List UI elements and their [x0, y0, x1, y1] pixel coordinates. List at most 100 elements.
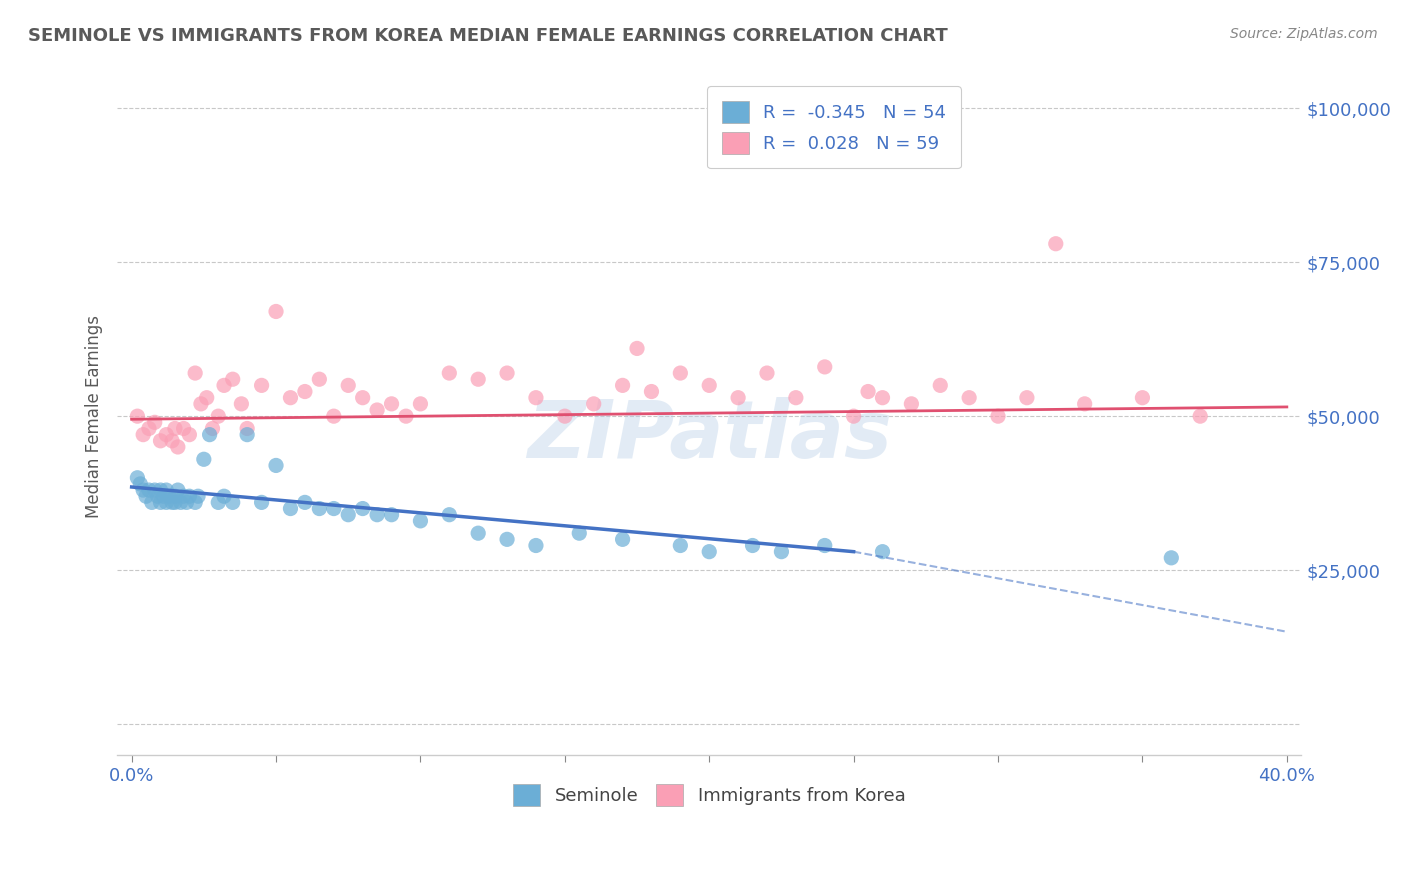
Point: [163, 495, 186, 509]
Point: [157, 489, 180, 503]
Point: [149, 483, 172, 497]
Point: [294, 384, 316, 399]
Point: [337, 378, 360, 392]
Point: [264, 304, 287, 318]
Point: [280, 391, 302, 405]
Point: [352, 391, 374, 405]
Point: [132, 427, 155, 442]
Point: [957, 391, 980, 405]
Point: [669, 366, 692, 380]
Point: [173, 489, 195, 503]
Point: [236, 427, 259, 442]
Point: [308, 372, 330, 386]
Point: [264, 458, 287, 473]
Point: [190, 397, 212, 411]
Point: [308, 501, 330, 516]
Point: [612, 533, 634, 547]
Point: [380, 397, 402, 411]
Point: [987, 409, 1010, 424]
Point: [222, 372, 245, 386]
Point: [439, 508, 461, 522]
Y-axis label: Median Female Earnings: Median Female Earnings: [86, 315, 103, 517]
Point: [900, 397, 922, 411]
Point: [322, 409, 344, 424]
Point: [176, 495, 198, 509]
Point: [138, 421, 160, 435]
Point: [212, 378, 235, 392]
Point: [1160, 550, 1182, 565]
Point: [222, 495, 245, 509]
Point: [231, 397, 253, 411]
Point: [640, 384, 662, 399]
Point: [201, 421, 224, 435]
Point: [166, 483, 188, 497]
Text: Source: ZipAtlas.com: Source: ZipAtlas.com: [1230, 27, 1378, 41]
Point: [395, 409, 418, 424]
Point: [207, 409, 229, 424]
Point: [160, 434, 183, 448]
Point: [842, 409, 865, 424]
Point: [152, 489, 174, 503]
Point: [785, 391, 807, 405]
Point: [612, 378, 634, 392]
Point: [496, 533, 519, 547]
Point: [467, 372, 489, 386]
Point: [184, 495, 207, 509]
Point: [135, 489, 157, 503]
Point: [856, 384, 879, 399]
Point: [439, 366, 461, 380]
Text: ZIPatlas: ZIPatlas: [527, 398, 891, 475]
Text: SEMINOLE VS IMMIGRANTS FROM KOREA MEDIAN FEMALE EARNINGS CORRELATION CHART: SEMINOLE VS IMMIGRANTS FROM KOREA MEDIAN…: [28, 27, 948, 45]
Point: [141, 495, 163, 509]
Point: [236, 421, 259, 435]
Point: [294, 495, 316, 509]
Point: [496, 366, 519, 380]
Point: [814, 539, 837, 553]
Point: [1045, 236, 1067, 251]
Point: [160, 495, 183, 509]
Point: [727, 391, 749, 405]
Point: [129, 477, 152, 491]
Point: [149, 434, 172, 448]
Point: [138, 483, 160, 497]
Point: [179, 427, 201, 442]
Point: [207, 495, 229, 509]
Point: [322, 501, 344, 516]
Point: [1015, 391, 1038, 405]
Point: [872, 391, 894, 405]
Point: [280, 501, 302, 516]
Point: [173, 421, 195, 435]
Point: [554, 409, 576, 424]
Point: [524, 539, 547, 553]
Point: [770, 544, 793, 558]
Legend: Seminole, Immigrants from Korea: Seminole, Immigrants from Korea: [506, 777, 912, 814]
Point: [163, 421, 186, 435]
Point: [756, 366, 779, 380]
Point: [149, 495, 172, 509]
Point: [669, 539, 692, 553]
Point: [212, 489, 235, 503]
Point: [366, 403, 388, 417]
Point: [380, 508, 402, 522]
Point: [814, 359, 837, 374]
Point: [1132, 391, 1154, 405]
Point: [626, 342, 648, 356]
Point: [166, 440, 188, 454]
Point: [697, 378, 720, 392]
Point: [1189, 409, 1212, 424]
Point: [467, 526, 489, 541]
Point: [582, 397, 605, 411]
Point: [163, 489, 186, 503]
Point: [155, 483, 177, 497]
Point: [127, 471, 149, 485]
Point: [132, 483, 155, 497]
Point: [352, 501, 374, 516]
Point: [366, 508, 388, 522]
Point: [409, 397, 432, 411]
Point: [568, 526, 591, 541]
Point: [193, 452, 215, 467]
Point: [250, 495, 273, 509]
Point: [143, 415, 166, 429]
Point: [1073, 397, 1095, 411]
Point: [697, 544, 720, 558]
